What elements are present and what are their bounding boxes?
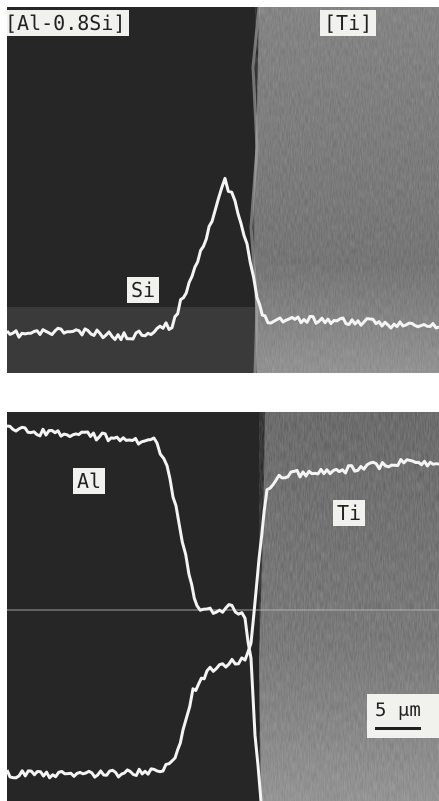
- micrograph-top-panel: [Al-0.8Si] [Ti] Si: [7, 7, 439, 373]
- al-trace-label: Al: [73, 468, 106, 494]
- ti-region-label: [Ti]: [320, 10, 377, 36]
- top-micrograph-image: [7, 7, 439, 373]
- al-intensity-trace: [7, 424, 263, 801]
- alloy-label: [Al-0.8Si]: [7, 10, 130, 36]
- bottom-micrograph-image: [7, 412, 439, 801]
- ti-trace-label: Ti: [333, 500, 366, 526]
- ti-intensity-trace: [7, 458, 439, 780]
- scale-bar: 5 μm: [367, 694, 439, 738]
- scale-bar-label: 5 μm: [375, 699, 421, 721]
- scale-bar-line: [375, 727, 421, 730]
- si-intensity-trace: [7, 176, 439, 342]
- micrograph-bottom-panel: Al Ti 5 μm: [7, 412, 439, 801]
- si-trace-label: Si: [127, 277, 160, 303]
